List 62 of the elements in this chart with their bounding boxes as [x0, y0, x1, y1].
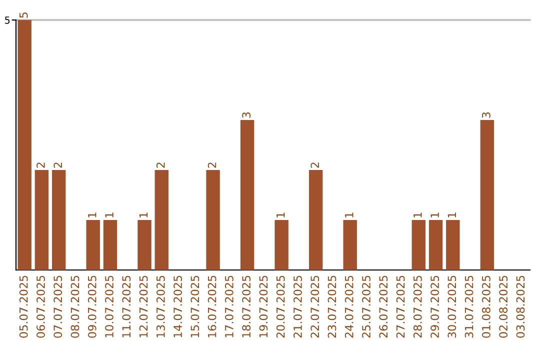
x-tick-label: 18.07.2025: [242, 276, 251, 338]
bar: [446, 220, 460, 270]
x-tick-label: 21.07.2025: [294, 276, 302, 338]
bar: [154, 170, 168, 270]
x-tick-label: 29.07.2025: [430, 276, 439, 338]
data-label: 1: [276, 212, 285, 218]
data-label: 1: [345, 212, 354, 218]
x-tick-label: 11.07.2025: [122, 276, 131, 338]
bar: [86, 220, 100, 270]
data-label: 1: [414, 212, 422, 218]
bar: [18, 20, 32, 270]
x-tick-label: 23.07.2025: [328, 276, 336, 338]
x-tick-label: 19.07.2025: [259, 276, 268, 338]
x-tick-label: 13.07.2025: [156, 276, 165, 338]
data-label: 1: [88, 212, 96, 218]
x-tick-label: 08.07.2025: [70, 276, 80, 338]
data-label: 2: [36, 162, 45, 168]
bar: [103, 220, 118, 270]
data-label: 1: [430, 212, 439, 218]
x-tick-label: 16.07.2025: [208, 276, 216, 338]
bar: [428, 220, 443, 270]
x-tick-label: 09.07.2025: [88, 276, 96, 338]
data-label: 2: [54, 162, 62, 168]
data-label: 2: [310, 162, 319, 168]
x-tick-label: 31.07.2025: [464, 276, 474, 338]
x-tick-label: 30.07.2025: [448, 276, 456, 338]
bar: [308, 170, 323, 270]
x-tick-label: 03.08.2025: [516, 276, 525, 338]
data-label: 1: [139, 212, 148, 218]
data-label: 5: [20, 12, 28, 18]
data-label: 1: [105, 212, 114, 218]
x-tick-label: 15.07.2025: [190, 276, 200, 338]
x-tick-label: 27.07.2025: [396, 276, 405, 338]
x-tick-label: 06.07.2025: [36, 276, 45, 338]
x-tick-label: 26.07.2025: [379, 276, 388, 338]
bar: [52, 170, 66, 270]
bar: [480, 120, 494, 270]
x-tick-label: 02.08.2025: [499, 276, 508, 338]
x-tick-label: 12.07.2025: [139, 276, 148, 338]
data-label: 3: [242, 112, 251, 118]
bar: [240, 120, 254, 270]
x-tick-label: 17.07.2025: [224, 276, 234, 338]
bar: [34, 170, 49, 270]
bar: [412, 220, 426, 270]
x-tick-label: 24.07.2025: [344, 276, 354, 338]
x-tick-label: 28.07.2025: [413, 276, 422, 338]
data-label: 1: [448, 212, 456, 218]
data-label: 3: [482, 112, 490, 118]
x-tick-label: 20.07.2025: [276, 276, 285, 338]
x-tick-label: 22.07.2025: [310, 276, 320, 338]
bar: [274, 220, 288, 270]
data-label: 2: [156, 162, 165, 168]
x-tick-label: 25.07.2025: [362, 276, 370, 338]
bar: [206, 170, 220, 270]
x-tick-label: 01.08.2025: [482, 276, 490, 338]
x-tick-label: 14.07.2025: [174, 276, 182, 338]
bar: [343, 220, 357, 270]
x-tick-label: 10.07.2025: [105, 276, 114, 338]
data-label: 2: [208, 162, 216, 168]
x-tick-label: 05.07.2025: [19, 276, 28, 338]
bar: [138, 220, 152, 270]
x-tick-label: 07.07.2025: [54, 276, 62, 338]
